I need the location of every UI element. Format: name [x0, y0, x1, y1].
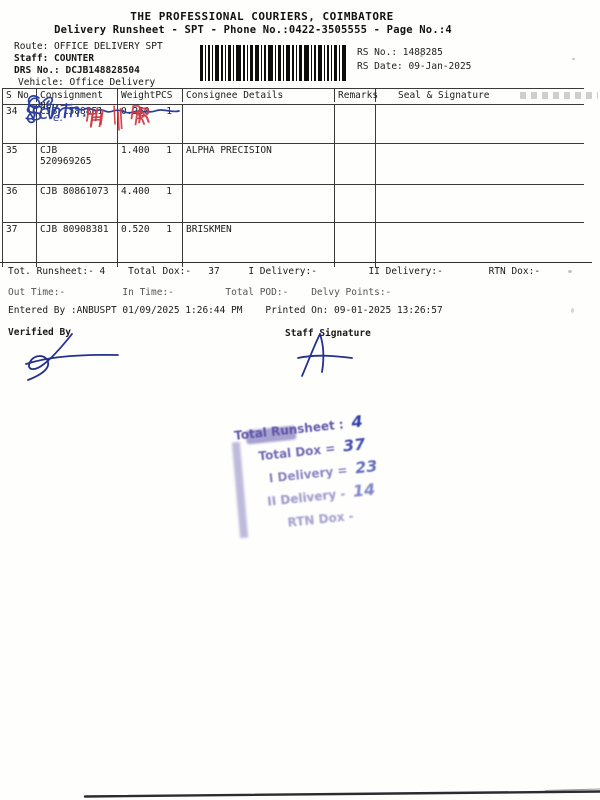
col-header-weight: Weight	[121, 90, 156, 101]
row-remarks	[335, 144, 376, 184]
i-delivery-label: I Delivery:-	[248, 266, 317, 277]
row-sno: 35	[3, 144, 37, 184]
page-edge-scan-line	[83, 788, 600, 798]
staff-line: Staff: COUNTER	[14, 53, 95, 64]
tot-runsheet-label: Tot. Runsheet:-	[8, 266, 94, 277]
row-sno: 34	[3, 105, 37, 143]
times-line: Out Time:- In Time:- Total POD:- Delvy P…	[8, 287, 391, 298]
drs-no-line: DRS No.: DCJB148828504	[14, 65, 140, 76]
row-consignment-no: CJB 80908381	[37, 223, 118, 267]
rs-date-line: RS Date: 09-Jan-2025	[357, 61, 472, 72]
handwritten-seal-mark: H | R	[88, 107, 151, 133]
handwritten-seal-note: e.	[53, 111, 64, 124]
row-consignee: ALPHA PRECISION	[183, 144, 335, 184]
runsheet-table: S No Consignment No Weight PCS Consignee…	[2, 88, 584, 267]
scan-smudge	[520, 92, 598, 99]
table-row: 34 CJB 1588851 0.250 1 SVT	[3, 95, 584, 144]
total-stamp: Total Runsheet :4 Total Dox = 37 I Delive…	[233, 407, 404, 538]
company-title: THE PROFESSIONAL COURIERS, COIMBATORE	[130, 10, 394, 23]
entered-by: Entered By :ANBUSPT 01/09/2025 1:26:44 P…	[8, 305, 243, 316]
row-seal	[26, 95, 584, 143]
row-sno: 37	[3, 223, 37, 267]
total-dox-label: Total Dox:-	[128, 266, 192, 277]
row-weight: 0.520	[121, 224, 150, 235]
row-weight-pcs: 0.520 1	[118, 223, 183, 267]
rtn-dox-label: RTN Dox:-	[488, 266, 541, 277]
table-bottom-rule	[0, 262, 592, 263]
row-pcs: 1	[166, 186, 172, 197]
ii-delivery-label: II Delivery:-	[368, 266, 443, 277]
row-consignee: Schin.	[24, 99, 335, 222]
entered-printed-line: Entered By :ANBUSPT 01/09/2025 1:26:44 P…	[8, 305, 443, 316]
row-weight-pcs: 4.400 1	[118, 185, 183, 222]
row-consignee: BRISKMEN	[183, 223, 335, 267]
printed-on: Printed On: 09-01-2025 13:26:57	[265, 305, 443, 316]
table-header-row: S No Consignment No Weight PCS Consignee…	[3, 89, 584, 113]
row-remarks	[335, 105, 376, 143]
stamp-value: 4	[350, 411, 364, 432]
table-row: 37 CJB 80908381 0.520 1 BRISKMEN e. H | …	[3, 107, 584, 267]
staff-signature-label: Staff Signature	[285, 328, 371, 339]
scan-speck	[568, 270, 572, 273]
row-pcs: 1	[166, 224, 172, 235]
col-header-weight-pcs: Weight PCS	[118, 89, 183, 102]
row-weight: 4.400	[121, 186, 150, 197]
receiver-signature-icon	[26, 95, 180, 124]
total-pod-label: Total POD:-	[225, 287, 289, 298]
row-consignee: SVT	[30, 101, 335, 143]
stamp-value: 14	[351, 479, 377, 501]
table-row: 36 CJB 80861073 4.400 1 Schin. H | R	[3, 99, 584, 223]
in-time-label: In Time:-	[122, 287, 174, 298]
scan-speck	[572, 58, 575, 60]
total-dox-value: 37	[208, 266, 220, 277]
delvy-points-label: Delvy Points:-	[311, 287, 392, 298]
col-header-remarks: Remarks	[335, 89, 378, 102]
out-time-label: Out Time:-	[8, 287, 66, 298]
stamp-value	[360, 504, 362, 523]
tot-runsheet-value: 4	[99, 266, 106, 277]
scan-speck	[420, 55, 423, 57]
row-seal: e. H | R	[53, 107, 584, 267]
col-header-sno: S No	[3, 89, 37, 102]
col-header-seal: Seal & Signature	[398, 90, 490, 101]
row-weight-pcs: 1.400 1	[118, 144, 183, 184]
stamp-value: 37	[342, 434, 367, 456]
col-header-pcs: PCS	[155, 90, 173, 101]
vehicle-line: Vehicle: Office Delivery	[18, 77, 156, 88]
row-seal: H | R	[88, 103, 584, 184]
row-consignment-no: CJB 1588851	[37, 105, 118, 143]
runsheet-subtitle: Delivery Runsheet - SPT - Phone No.:0422…	[54, 24, 452, 36]
col-header-consignment: Consignment No	[37, 89, 118, 113]
row-consignment-no: CJB 520969265	[37, 144, 118, 184]
row-consignment-no: CJB 80861073	[37, 185, 118, 222]
verified-by-signature-icon	[25, 333, 119, 381]
staff-signature-icon	[297, 333, 353, 377]
row-sno: 36	[3, 185, 37, 222]
route-line: Route: OFFICE DELIVERY SPT	[14, 41, 163, 52]
barcode-icon	[200, 45, 346, 81]
row-pcs: 1	[166, 145, 172, 156]
stamp-label: RTN Dox -	[286, 508, 355, 530]
verified-by-label: Verified By	[8, 327, 71, 338]
row-remarks	[335, 223, 376, 267]
scan-speck	[571, 308, 574, 313]
rs-no-line: RS No.: 1488285	[357, 47, 443, 58]
stamp-value: 23	[354, 456, 379, 478]
totals-line: Tot. Runsheet:- 4 Total Dox:- 37 I Deliv…	[8, 266, 540, 277]
col-header-consignee: Consignee Details	[183, 89, 335, 102]
row-remarks	[335, 185, 376, 222]
table-row: 35 CJB 520969265 1.400 1 ALPHA PRECISION…	[3, 103, 584, 185]
row-weight: 1.400	[121, 145, 150, 156]
row-seal: H | R	[84, 101, 584, 222]
